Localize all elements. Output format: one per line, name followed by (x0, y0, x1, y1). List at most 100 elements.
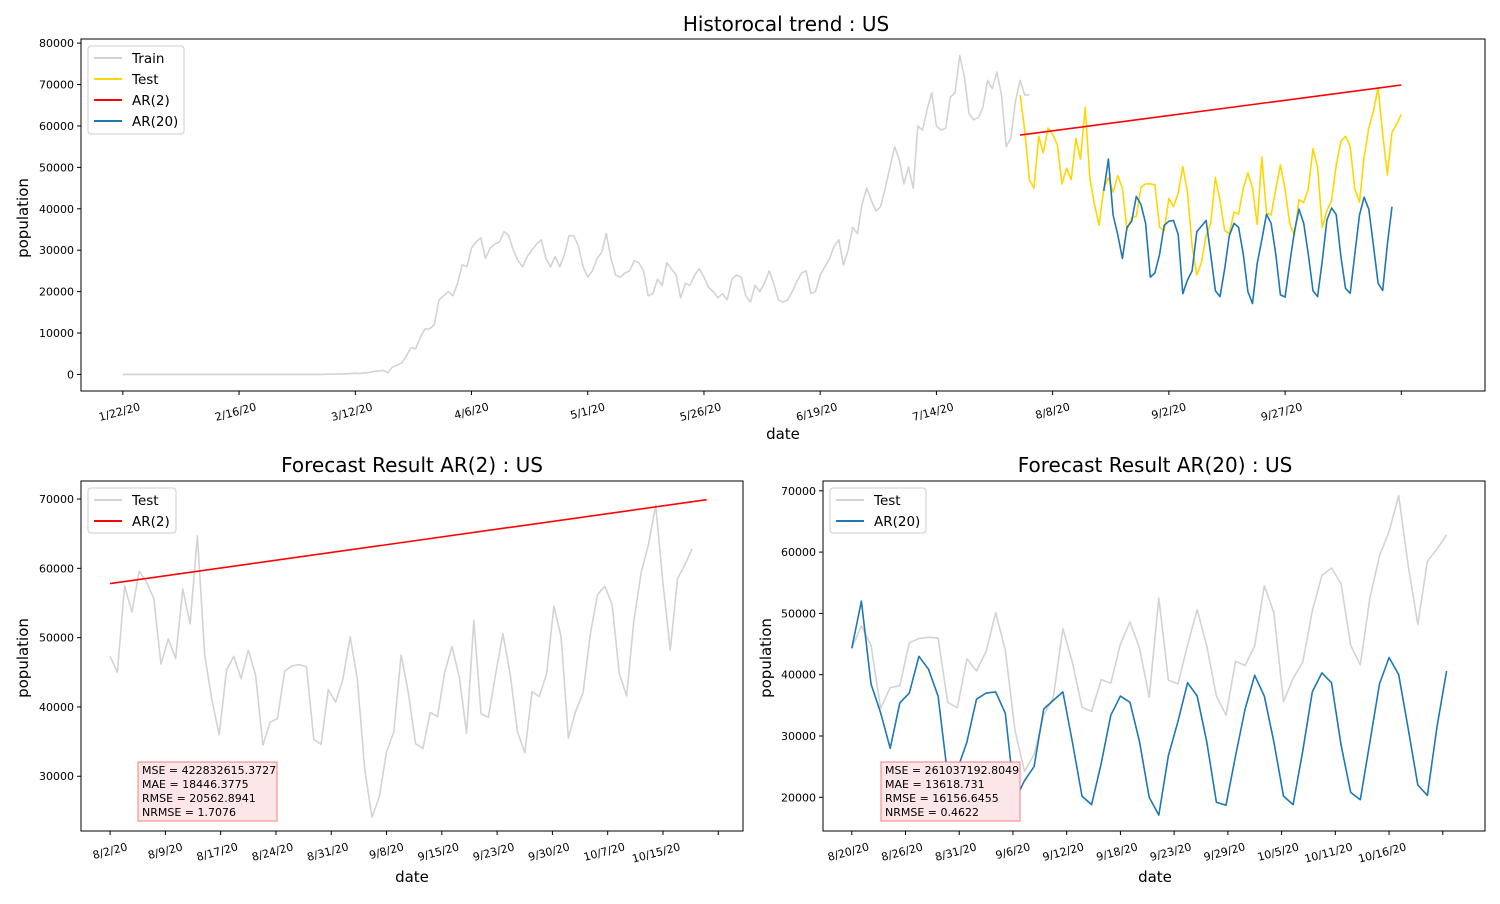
series-line-ar-2- (109, 498, 707, 585)
legend-entry: Train (131, 51, 164, 67)
chart-historical-trend: Historocal trend : US date population 0 1… (14, 12, 1486, 443)
x-tick-label: 9/15/20 (416, 840, 460, 864)
chart-forecast-ar20: Forecast Result AR(20) : US date populat… (757, 453, 1486, 886)
y-axis-label: population (757, 618, 775, 698)
metrics-bg (137, 761, 278, 822)
legend-entry: AR(20) (874, 514, 920, 530)
metric-line: MAE = 13618.731 (885, 778, 985, 791)
x-tick-label: 7/14/20 (911, 400, 955, 424)
legend-box (87, 45, 185, 135)
x-tick-label: 8/31/20 (306, 840, 350, 864)
x-tick-label: 3/12/20 (330, 400, 374, 424)
y-tick-label: 30000 (39, 770, 74, 783)
x-tick-label: 10/11/20 (1303, 840, 1354, 865)
x-tick-label: 9/27/20 (1260, 400, 1304, 424)
legend: Test AR(2) (87, 487, 177, 534)
series-line-test (851, 494, 1448, 773)
y-tick-label: 70000 (39, 79, 74, 92)
x-tick-label: 8/2/20 (91, 840, 129, 862)
metric-line: MSE = 261037192.8049 (885, 764, 1019, 777)
metric-line: RMSE = 16156.6455 (885, 792, 999, 805)
y-tick-label: 50000 (39, 161, 74, 174)
legend-entry: Test (131, 493, 159, 509)
y-tick-label: 60000 (781, 546, 816, 559)
y-tick-label: 30000 (39, 244, 74, 257)
y-tick-label: 70000 (781, 485, 816, 498)
legend-entry: Test (873, 493, 901, 509)
y-tick-label: 50000 (39, 632, 74, 645)
legend-entry: AR(20) (132, 114, 178, 130)
x-tick-label: 9/23/20 (1149, 840, 1193, 864)
plot-area: 20000 30000 40000 50000 60000 70000 8/20/20 8/2… (781, 480, 1486, 866)
y-tick-label: 10000 (39, 327, 74, 340)
metric-line: MAE = 18446.3775 (142, 778, 249, 791)
metric-line: NRMSE = 0.4622 (885, 806, 979, 819)
axes-frame (80, 480, 744, 832)
x-tick-label: 9/8/20 (368, 840, 406, 862)
axes-frame (822, 480, 1486, 832)
x-tick-label: 9/23/20 (472, 840, 516, 864)
x-tick-label: 8/17/20 (195, 840, 239, 864)
x-tick-label: 5/26/20 (678, 400, 722, 424)
x-tick-label: 10/5/20 (1256, 840, 1300, 864)
y-axis-label: population (14, 178, 32, 258)
series-line-train (122, 54, 1030, 376)
metric-line: RMSE = 20562.8941 (142, 792, 256, 805)
y-tick-label: 0 (67, 368, 74, 381)
metric-line: NRMSE = 1.7076 (142, 806, 236, 819)
y-tick-label: 20000 (781, 791, 816, 804)
y-tick-label: 60000 (39, 562, 74, 575)
x-axis-label: date (1138, 868, 1172, 886)
legend-entry: Test (131, 72, 159, 88)
series-line-ar-20- (1103, 158, 1393, 305)
x-axis-label: date (766, 425, 800, 443)
x-tick-label: 9/29/20 (1202, 840, 1246, 864)
chart-title: Forecast Result AR(2) : US (281, 453, 543, 477)
x-tick-label: 9/18/20 (1095, 840, 1139, 864)
plot-area: 0 10000 20000 30000 40000 50000 60000 70000 8000… (39, 37, 1486, 424)
y-tick-label: 50000 (781, 607, 816, 620)
axes-frame (80, 38, 1486, 392)
x-tick-label: 1/22/20 (97, 400, 141, 424)
chart-title: Forecast Result AR(20) : US (1018, 453, 1293, 477)
x-tick-label: 2/16/20 (214, 400, 258, 424)
x-tick-label: 8/26/20 (880, 840, 924, 864)
x-tick-label: 9/6/20 (994, 840, 1032, 862)
y-tick-label: 60000 (39, 120, 74, 133)
x-tick-label: 10/7/20 (582, 840, 626, 864)
series-line-test (109, 504, 693, 818)
x-tick-label: 8/8/20 (1034, 400, 1072, 422)
y-tick-label: 30000 (781, 730, 816, 743)
x-tick-label: 8/24/20 (250, 840, 294, 864)
series-line-ar-2- (1019, 84, 1402, 136)
x-tick-label: 10/16/20 (1357, 840, 1408, 865)
x-tick-label: 9/30/20 (527, 840, 571, 864)
chart-forecast-ar2: Forecast Result AR(2) : US date populati… (14, 453, 744, 886)
plot-area: 30000 40000 50000 60000 70000 8/2/20 8/9/20 8/1… (39, 480, 744, 866)
y-axis-label: population (14, 618, 32, 698)
y-tick-label: 20000 (39, 286, 74, 299)
legend: Test AR(20) (829, 487, 927, 534)
x-axis-label: date (395, 868, 429, 886)
metrics-bg (880, 761, 1021, 822)
chart-title: Historocal trend : US (683, 12, 889, 36)
x-tick-label: 10/15/20 (631, 840, 682, 865)
x-tick-label: 6/19/20 (795, 400, 839, 424)
x-tick-label: 5/1/20 (569, 400, 607, 422)
x-tick-label: 4/6/20 (453, 400, 491, 422)
y-tick-label: 40000 (39, 203, 74, 216)
x-tick-label: 9/12/20 (1041, 840, 1085, 864)
x-tick-label: 9/2/20 (1150, 400, 1188, 422)
y-tick-label: 40000 (781, 669, 816, 682)
legend-entry: AR(2) (132, 93, 170, 109)
legend: Train Test AR(2) AR(20) (87, 45, 185, 135)
series-line-test (1019, 87, 1403, 276)
legend-entry: AR(2) (132, 514, 170, 530)
y-tick-label: 80000 (39, 37, 74, 50)
x-tick-label: 8/31/20 (934, 840, 978, 864)
x-tick-label: 8/20/20 (826, 840, 870, 864)
x-tick-label: 8/9/20 (147, 840, 185, 862)
